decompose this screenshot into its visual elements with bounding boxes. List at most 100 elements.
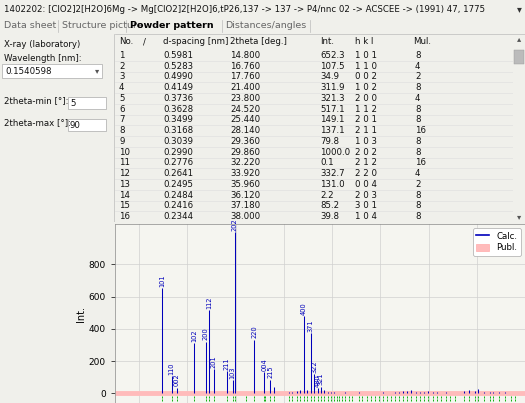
Legend: Calc., Publ.: Calc., Publ. <box>473 229 521 256</box>
Text: 0.3628: 0.3628 <box>163 105 193 114</box>
Text: 112: 112 <box>206 296 212 309</box>
Text: h k l: h k l <box>355 37 373 46</box>
Text: 1 1 2: 1 1 2 <box>355 105 377 114</box>
Text: 29.360: 29.360 <box>230 137 260 146</box>
Text: 202: 202 <box>232 218 238 231</box>
Text: 6: 6 <box>119 105 124 114</box>
Text: 103: 103 <box>229 367 236 379</box>
Text: Int.: Int. <box>320 37 334 46</box>
Text: 0.2776: 0.2776 <box>163 158 193 167</box>
Text: 85.2: 85.2 <box>320 202 339 210</box>
Text: 0.4149: 0.4149 <box>163 83 193 92</box>
Text: 14.800: 14.800 <box>230 51 260 60</box>
Text: 332.7: 332.7 <box>320 169 344 178</box>
Text: 10: 10 <box>119 147 130 157</box>
Text: 2: 2 <box>415 73 421 81</box>
Text: 0.5981: 0.5981 <box>163 51 193 60</box>
Text: 8: 8 <box>415 137 421 146</box>
Text: 0.3168: 0.3168 <box>163 126 193 135</box>
Text: 8: 8 <box>415 115 421 125</box>
Text: 0.2484: 0.2484 <box>163 191 193 199</box>
Text: 517.1: 517.1 <box>320 105 344 114</box>
Text: 0.2344: 0.2344 <box>163 212 193 221</box>
Text: 37.180: 37.180 <box>230 202 260 210</box>
Text: 149.1: 149.1 <box>320 115 344 125</box>
Text: 110: 110 <box>169 362 175 375</box>
Y-axis label: Int.: Int. <box>76 305 86 322</box>
Text: /: / <box>143 37 146 46</box>
Text: 0.3736: 0.3736 <box>163 94 193 103</box>
Text: 400: 400 <box>300 302 307 315</box>
Text: 33.920: 33.920 <box>230 169 260 178</box>
Text: 4: 4 <box>119 83 124 92</box>
Text: 2: 2 <box>415 180 421 189</box>
Text: 7: 7 <box>119 115 124 125</box>
Text: X-ray (laboratory): X-ray (laboratory) <box>4 40 80 49</box>
Text: 34.9: 34.9 <box>320 73 339 81</box>
Text: 1402202: [ClO2]2[H2O]6Mg -> Mg[ClO2]2[H2O]6,tP26,137 -> 137 -> P4/nnc 02 -> ACSC: 1402202: [ClO2]2[H2O]6Mg -> Mg[ClO2]2[H2… <box>4 4 485 13</box>
Text: 25.440: 25.440 <box>230 115 260 125</box>
Text: 14: 14 <box>119 191 130 199</box>
Text: ▾: ▾ <box>517 212 521 222</box>
Text: Wavelength [nm]:: Wavelength [nm]: <box>4 54 81 63</box>
Text: 002: 002 <box>174 374 180 386</box>
Text: 2theta [deg.]: 2theta [deg.] <box>230 37 287 46</box>
Text: 102: 102 <box>191 329 197 342</box>
Text: 24.520: 24.520 <box>230 105 260 114</box>
Text: 9: 9 <box>119 137 124 146</box>
Text: 1 0 1: 1 0 1 <box>355 51 377 60</box>
Text: 1 0 3: 1 0 3 <box>355 137 377 146</box>
Text: 38.000: 38.000 <box>230 212 260 221</box>
Text: No.: No. <box>119 37 133 46</box>
Text: 1: 1 <box>119 51 124 60</box>
Text: 2 1 2: 2 1 2 <box>355 158 377 167</box>
Text: 23.800: 23.800 <box>230 94 260 103</box>
Text: ▴: ▴ <box>517 35 521 44</box>
Text: 2.2: 2.2 <box>320 191 333 199</box>
Text: 131.0: 131.0 <box>320 180 344 189</box>
Text: Powder pattern: Powder pattern <box>130 21 214 31</box>
Text: 0.2641: 0.2641 <box>163 169 193 178</box>
Text: 201: 201 <box>211 355 217 368</box>
Text: 8: 8 <box>119 126 124 135</box>
Text: Distances/angles: Distances/angles <box>225 21 306 31</box>
Text: 90: 90 <box>70 120 81 129</box>
Text: Structure picture: Structure picture <box>62 21 143 31</box>
Text: 13: 13 <box>119 180 130 189</box>
Text: 2 0 2: 2 0 2 <box>355 147 377 157</box>
Text: 79.8: 79.8 <box>320 137 339 146</box>
Text: 0.4990: 0.4990 <box>163 73 193 81</box>
Text: 28.140: 28.140 <box>230 126 260 135</box>
Text: 2theta-min [°]:: 2theta-min [°]: <box>4 96 68 105</box>
Text: 2: 2 <box>119 62 124 71</box>
Text: 0.2990: 0.2990 <box>163 147 193 157</box>
Text: 8: 8 <box>415 212 421 221</box>
Text: 16: 16 <box>415 158 426 167</box>
Text: 2theta-max [°]:: 2theta-max [°]: <box>4 118 71 127</box>
Text: d-spacing [nm]: d-spacing [nm] <box>163 37 228 46</box>
Text: 652.3: 652.3 <box>320 51 344 60</box>
Text: 2 0 0: 2 0 0 <box>355 94 377 103</box>
Text: 11: 11 <box>119 158 130 167</box>
Text: 101: 101 <box>159 274 165 287</box>
Text: 0.2416: 0.2416 <box>163 202 193 210</box>
Text: 220: 220 <box>251 326 257 339</box>
Text: 3: 3 <box>119 73 124 81</box>
Text: 2 1 1: 2 1 1 <box>355 126 377 135</box>
FancyBboxPatch shape <box>68 119 106 131</box>
Text: ▾: ▾ <box>517 4 522 14</box>
Text: 8: 8 <box>415 202 421 210</box>
Text: 321.3: 321.3 <box>320 94 344 103</box>
Text: 16: 16 <box>119 212 130 221</box>
Text: 8: 8 <box>415 147 421 157</box>
Text: 8: 8 <box>415 105 421 114</box>
Text: 4: 4 <box>415 62 421 71</box>
Text: ▾: ▾ <box>95 66 99 75</box>
Text: 211: 211 <box>224 357 229 370</box>
Text: 1 0 4: 1 0 4 <box>355 212 377 221</box>
Text: 0.1540598: 0.1540598 <box>5 66 51 75</box>
Text: 16: 16 <box>415 126 426 135</box>
Text: 17.760: 17.760 <box>230 73 260 81</box>
Text: 137.1: 137.1 <box>320 126 344 135</box>
Text: 0 0 4: 0 0 4 <box>355 180 377 189</box>
